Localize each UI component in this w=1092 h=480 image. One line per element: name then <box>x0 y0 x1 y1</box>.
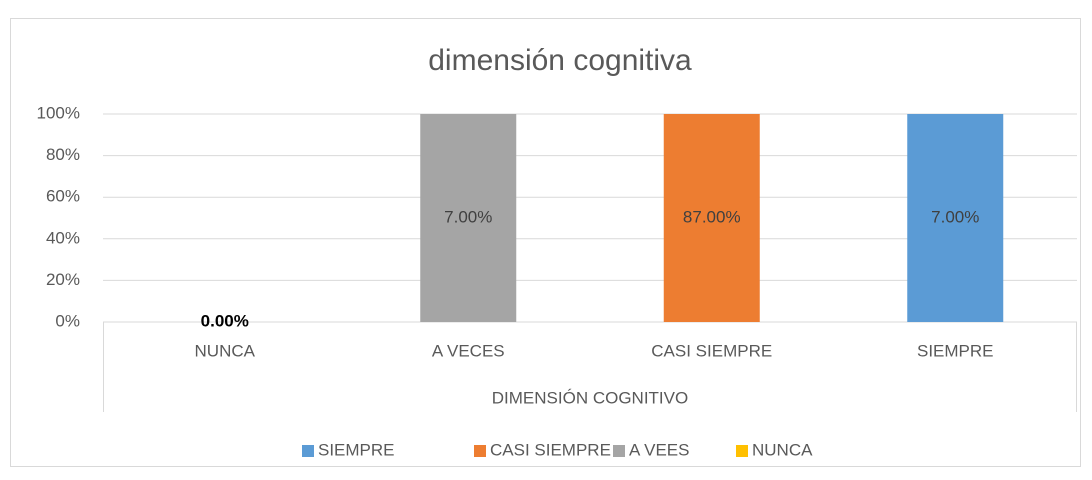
legend-label: A VEES <box>629 440 689 459</box>
x-tick-label: CASI SIEMPRE <box>651 341 772 360</box>
legend-swatch <box>613 445 625 457</box>
data-label: 7.00% <box>444 207 492 226</box>
y-tick-label: 0% <box>55 311 80 330</box>
y-tick-label: 20% <box>46 270 80 289</box>
y-tick-label: 60% <box>46 187 80 206</box>
data-label: 7.00% <box>931 207 979 226</box>
chart-border <box>10 18 1081 467</box>
legend-swatch <box>302 445 314 457</box>
y-tick-label: 80% <box>46 145 80 164</box>
y-tick-label: 40% <box>46 228 80 247</box>
x-tick-label: SIEMPRE <box>917 341 994 360</box>
x-axis-title: DIMENSIÓN COGNITIVO <box>492 388 688 407</box>
bar <box>420 114 517 322</box>
legend-label: SIEMPRE <box>318 440 395 459</box>
data-label: 0.00% <box>201 311 249 330</box>
y-tick-label: 100% <box>37 103 80 122</box>
bar <box>907 114 1004 322</box>
x-tick-label: NUNCA <box>195 341 256 360</box>
bar <box>663 114 760 322</box>
legend-label: NUNCA <box>752 440 813 459</box>
legend-swatch <box>736 445 748 457</box>
legend-swatch <box>474 445 486 457</box>
x-tick-label: A VECES <box>432 341 505 360</box>
legend-label: CASI SIEMPRE <box>490 440 611 459</box>
data-label: 87.00% <box>683 207 741 226</box>
chart-title: dimensión cognitiva <box>428 44 692 77</box>
